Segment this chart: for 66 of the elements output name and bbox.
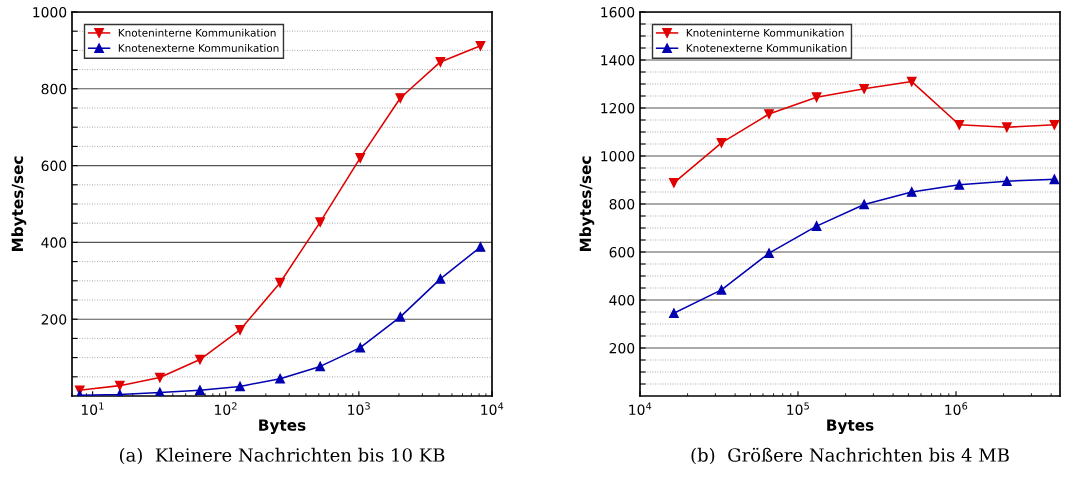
point bbox=[475, 40, 486, 51]
x-tick-label: 10$^{6}$ bbox=[945, 402, 968, 415]
point bbox=[475, 242, 486, 252]
text: (a) Kleinere Nachrichten bis 10 KB bbox=[119, 447, 445, 465]
point bbox=[235, 381, 245, 392]
y-tick-label: 1600 bbox=[601, 6, 635, 18]
point bbox=[716, 285, 727, 295]
x-axis-title: Bytes bbox=[827, 419, 874, 434]
x-tick-label: 10$^{5}$ bbox=[787, 402, 809, 415]
y-tick-label: 400 bbox=[41, 237, 67, 248]
point bbox=[315, 217, 326, 227]
point bbox=[859, 83, 870, 94]
point bbox=[811, 221, 822, 231]
point bbox=[906, 76, 917, 87]
point bbox=[435, 274, 446, 284]
x-tick-label: 10$^{2}$ bbox=[215, 402, 237, 415]
y-tick-label: 800 bbox=[41, 83, 67, 95]
y-axis-title: Mbytes/sec bbox=[579, 156, 595, 252]
y-tick-label: 1200 bbox=[601, 102, 635, 114]
x-tick-label: 10$^{1}$ bbox=[81, 402, 104, 415]
x-tick-label: 10$^{4}$ bbox=[629, 402, 652, 415]
point bbox=[275, 277, 285, 288]
point bbox=[1049, 174, 1060, 185]
point bbox=[235, 325, 245, 335]
legend-label: Knotenexterne Kommunikation bbox=[118, 43, 279, 53]
point bbox=[155, 372, 165, 383]
point bbox=[1049, 119, 1060, 130]
point bbox=[764, 248, 774, 259]
point bbox=[811, 92, 822, 103]
point bbox=[435, 57, 446, 67]
y-tick-label: 600 bbox=[41, 160, 67, 172]
point bbox=[275, 373, 285, 384]
x-tick-label: 10$^{4}$ bbox=[481, 402, 504, 415]
point bbox=[395, 93, 406, 103]
legend-label: Knoteninterne Kommunikation bbox=[118, 28, 276, 37]
point bbox=[954, 179, 965, 190]
legend-label: Knotenexterne Kommunikation bbox=[686, 43, 847, 53]
point bbox=[355, 153, 366, 163]
point bbox=[906, 187, 917, 197]
point bbox=[764, 109, 774, 119]
point bbox=[954, 119, 965, 130]
point bbox=[716, 137, 727, 148]
point bbox=[315, 361, 326, 372]
x-tick-label: 10$^{3}$ bbox=[348, 402, 370, 415]
y-tick-label: 400 bbox=[609, 294, 635, 306]
y-tick-label: 1000 bbox=[33, 6, 67, 18]
y-tick-label: 1400 bbox=[601, 54, 635, 66]
y-tick-label: 200 bbox=[609, 342, 635, 354]
y-tick-label: 200 bbox=[41, 314, 67, 325]
point bbox=[669, 178, 679, 188]
x-axis-title: Bytes bbox=[259, 419, 306, 434]
y-tick-label: 800 bbox=[609, 198, 635, 210]
point bbox=[195, 354, 205, 365]
legend-label: Knoteninterne Kommunikation bbox=[686, 28, 844, 37]
point bbox=[669, 308, 679, 319]
point bbox=[395, 312, 406, 322]
text: (b) Größere Nachrichten bis 4 MB bbox=[691, 447, 1009, 465]
point bbox=[1001, 122, 1012, 133]
point bbox=[1001, 176, 1012, 187]
point bbox=[355, 342, 366, 353]
point bbox=[114, 380, 125, 391]
y-tick-label: 1000 bbox=[601, 150, 635, 162]
y-tick-label: 600 bbox=[609, 246, 635, 258]
point bbox=[195, 385, 205, 396]
y-axis-title: Mbytes/sec bbox=[11, 156, 27, 252]
point bbox=[859, 199, 870, 210]
